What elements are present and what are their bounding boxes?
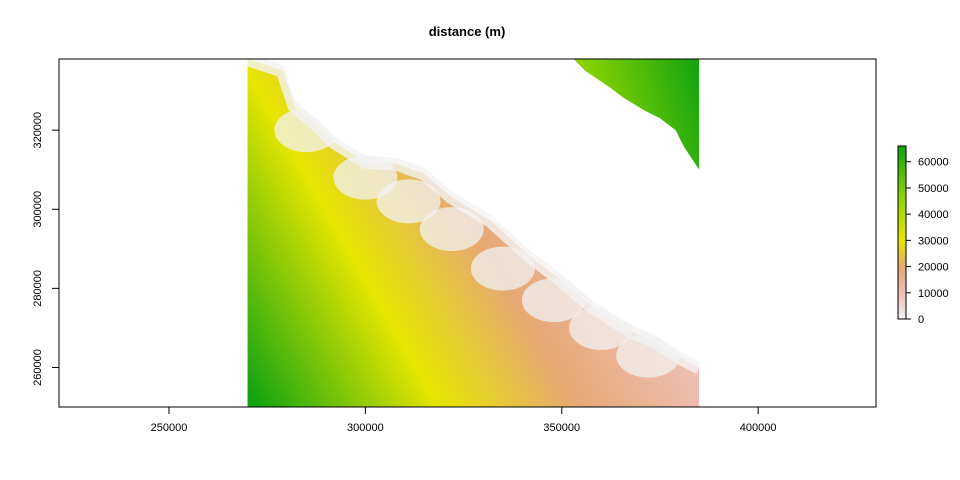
no-data-west [59,59,248,407]
x-tick-label: 250000 [151,422,188,434]
sea-mask [265,59,707,362]
legend-tick-label: 0 [918,314,924,326]
north-land-area [573,59,700,170]
color-legend: 0 10000 20000 30000 40000 50000 60000 [897,145,949,326]
x-tick-label: 300000 [347,422,384,434]
distance-raster [59,59,876,407]
x-axis: 250000 300000 350000 400000 [151,406,777,434]
no-data-east [699,59,876,407]
legend-tick-label: 20000 [918,262,949,274]
legend-tick-label: 10000 [918,288,949,300]
legend-tick-label: 50000 [918,183,949,195]
legend-tick-label: 30000 [918,235,949,247]
x-tick-label: 400000 [740,422,777,434]
y-axis: 260000 280000 300000 320000 [32,112,60,386]
chart-title: distance (m) [429,24,506,39]
legend-color-bar [897,145,907,320]
y-tick-label: 260000 [32,349,44,386]
low-distance-zone [470,246,535,291]
low-distance-zone [419,207,484,252]
legend-tick-label: 40000 [918,209,949,221]
legend-ticks: 0 10000 20000 30000 40000 50000 60000 [906,157,949,326]
legend-tick-label: 60000 [918,157,949,169]
coastal-band [245,59,703,374]
y-tick-label: 300000 [32,191,44,228]
x-tick-label: 350000 [543,422,580,434]
y-tick-label: 320000 [32,112,44,149]
y-tick-label: 280000 [32,270,44,307]
low-distance-zone [376,179,441,224]
